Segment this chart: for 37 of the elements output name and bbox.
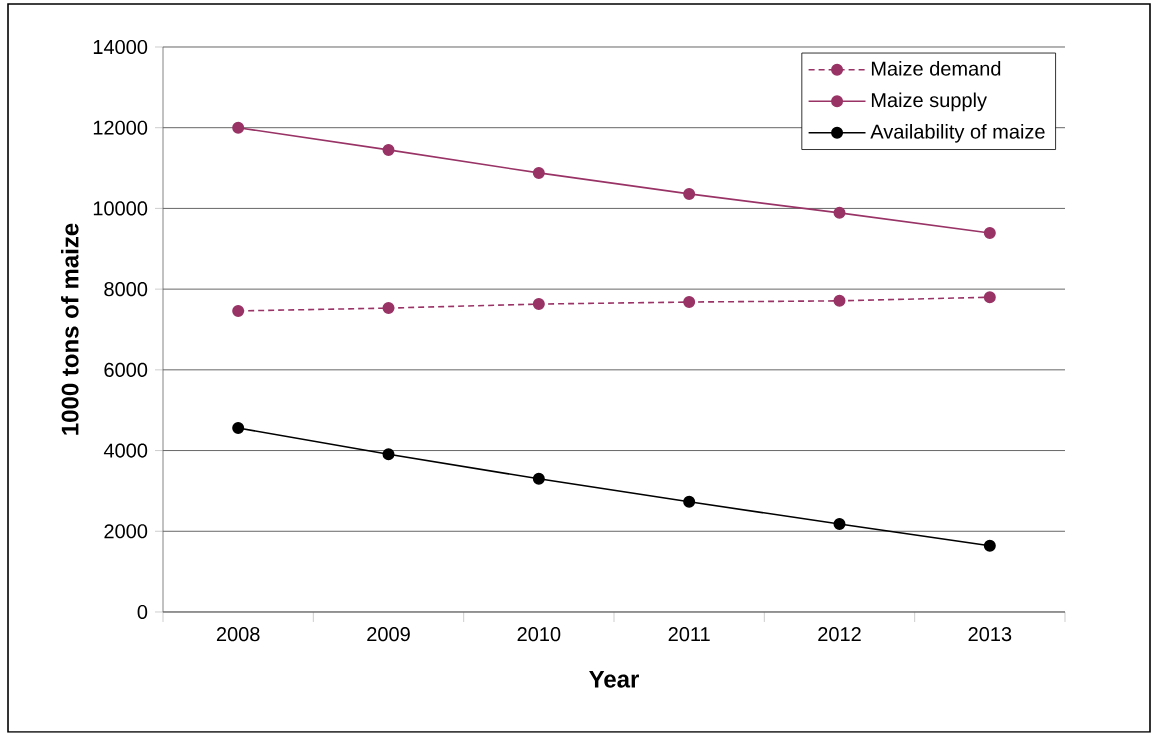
point [683,495,696,508]
point [983,539,996,552]
point [532,472,545,485]
point [983,227,996,240]
y-tick-label: 2000 [104,524,148,539]
point [683,188,696,200]
x-tick-label: 2013 [968,627,1012,642]
point [983,291,996,304]
y-axis-title: 1000 tons of maize [60,223,79,435]
point [232,422,245,435]
point [833,518,846,531]
y-tick-label: 0 [137,605,148,620]
point [232,121,245,134]
point [232,305,245,318]
x-tick-label: 2011 [668,627,710,642]
y-tick-label: 12000 [93,120,148,135]
point [532,167,545,180]
legend-label: Maize demand [871,61,1001,76]
point [382,302,395,315]
y-tick-label: 8000 [104,282,148,297]
y-tick-label: 4000 [103,443,148,458]
point [833,294,846,307]
point [382,144,395,157]
point [833,206,846,219]
y-tick-label: 14000 [93,40,148,55]
point [532,298,545,311]
legend-label: Maize supply [871,92,987,112]
x-axis-title: Year [589,671,639,688]
y-tick-label: 10000 [93,201,148,216]
x-tick-label: 2010 [517,627,561,642]
y-tick-label: 6000 [104,362,148,378]
x-tick-label: 2008 [216,627,260,642]
x-tick-label: 2009 [367,627,410,642]
point [683,296,696,309]
legend-label: Availability of maize [870,124,1045,143]
x-tick-label: 2012 [818,627,861,642]
point [382,448,395,461]
